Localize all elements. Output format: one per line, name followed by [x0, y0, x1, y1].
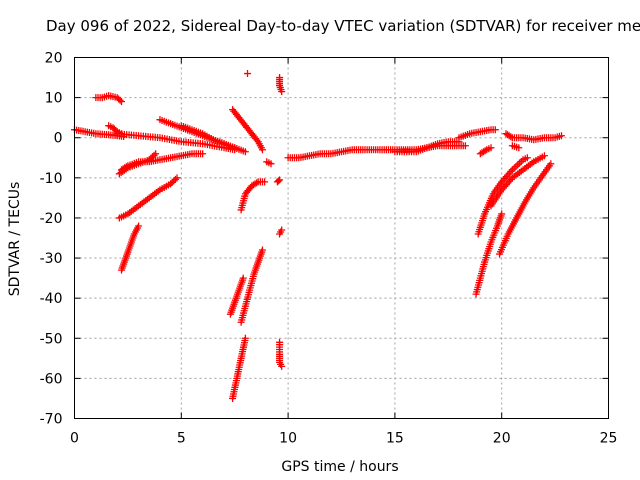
series-arc-11 — [229, 106, 266, 154]
data-point — [173, 174, 181, 182]
data-point — [258, 246, 266, 254]
data-point — [507, 133, 515, 141]
series-arc-19 — [276, 338, 286, 370]
y-tick-label: 20 — [45, 51, 63, 67]
data-point — [241, 148, 249, 156]
data-point — [278, 362, 286, 370]
data-point — [117, 98, 125, 106]
data-point — [461, 142, 469, 150]
data-point — [171, 175, 179, 183]
data-point — [199, 150, 207, 158]
data-point — [515, 144, 523, 152]
data-point — [258, 146, 266, 154]
y-tick-labels: -70 -60 -50 -40 -30 -20 -10 0 10 20 — [40, 51, 63, 428]
data-point — [167, 180, 175, 188]
series-arc-14 — [237, 246, 266, 326]
x-tick-label: 0 — [70, 431, 79, 447]
data-point — [122, 163, 130, 171]
data-point — [516, 159, 523, 167]
series-arc-10 — [177, 122, 249, 156]
plot-frame — [74, 57, 609, 419]
series-arc-23 — [391, 138, 463, 156]
series-arc-28 — [496, 160, 555, 258]
data-point — [170, 177, 178, 185]
series-arc-13 — [229, 334, 249, 402]
y-axis-label: SDTVAR / TECUs — [7, 182, 23, 297]
data-point — [514, 161, 522, 169]
data-point — [253, 136, 261, 144]
y-tick-label: -10 — [40, 171, 63, 187]
data-point — [481, 147, 489, 155]
data-point — [244, 70, 252, 78]
series-arc-27 — [487, 152, 548, 210]
x-tick-label: 5 — [177, 431, 186, 447]
data-point — [540, 152, 548, 160]
data-point — [116, 96, 124, 104]
data-point — [148, 153, 156, 161]
series-arc-30 — [502, 130, 566, 144]
data-point — [274, 177, 282, 185]
series-arc-22 — [284, 142, 469, 162]
data-point — [253, 179, 261, 187]
data-point — [276, 176, 284, 184]
data-point — [278, 88, 286, 96]
data-point — [261, 178, 269, 186]
data-point — [510, 164, 518, 172]
y-tick-label: 0 — [54, 131, 63, 147]
series-arc-15 — [237, 178, 269, 214]
y-tick-label: -20 — [40, 211, 63, 227]
y-tick-label: 10 — [45, 91, 63, 107]
data-points — [71, 70, 566, 402]
data-point — [168, 178, 176, 186]
series-arc-29 — [476, 144, 495, 158]
data-point — [267, 160, 275, 168]
series-arc-18 — [276, 226, 286, 238]
series-arc-26 — [472, 210, 506, 298]
x-tick-label: 25 — [600, 431, 618, 447]
data-point — [498, 210, 506, 218]
x-tick-label: 20 — [493, 431, 511, 447]
series-arc-05 — [117, 150, 207, 174]
data-point — [512, 162, 520, 170]
series-arc-06 — [115, 174, 181, 222]
data-point — [135, 222, 143, 230]
series-arc-12 — [226, 274, 247, 318]
data-point — [239, 274, 247, 282]
data-point — [487, 144, 495, 152]
data-point — [278, 226, 286, 234]
grid-lines — [74, 57, 609, 419]
chart-title: Day 096 of 2022, Sidereal Day-to-day VTE… — [46, 17, 640, 35]
series-arc-24 — [455, 126, 499, 142]
x-tick-labels: 0 5 10 15 20 25 — [70, 431, 617, 447]
data-point — [523, 154, 531, 162]
data-point — [152, 150, 160, 158]
series-arc-17 — [276, 74, 286, 96]
x-tick-label: 10 — [279, 431, 297, 447]
series-arc-16 — [244, 70, 252, 78]
x-tick-label: 15 — [386, 431, 404, 447]
axis-ticks — [74, 57, 609, 419]
data-point — [558, 132, 566, 140]
y-tick-label: -30 — [40, 251, 63, 267]
y-tick-label: -50 — [40, 331, 63, 347]
y-tick-label: -60 — [40, 371, 63, 387]
data-point — [241, 334, 249, 342]
y-tick-label: -40 — [40, 291, 63, 307]
data-point — [547, 160, 555, 168]
series-arc-31 — [508, 142, 523, 152]
series-arc-02 — [92, 92, 125, 106]
data-point — [112, 126, 120, 134]
series-arc-08 — [113, 130, 239, 154]
series-arc-07 — [117, 222, 143, 274]
series-arc-20 — [273, 176, 284, 186]
x-axis-label: GPS time / hours — [281, 459, 398, 475]
series-arc-21 — [263, 158, 275, 168]
data-point — [491, 126, 499, 134]
y-tick-label: -70 — [40, 412, 63, 428]
